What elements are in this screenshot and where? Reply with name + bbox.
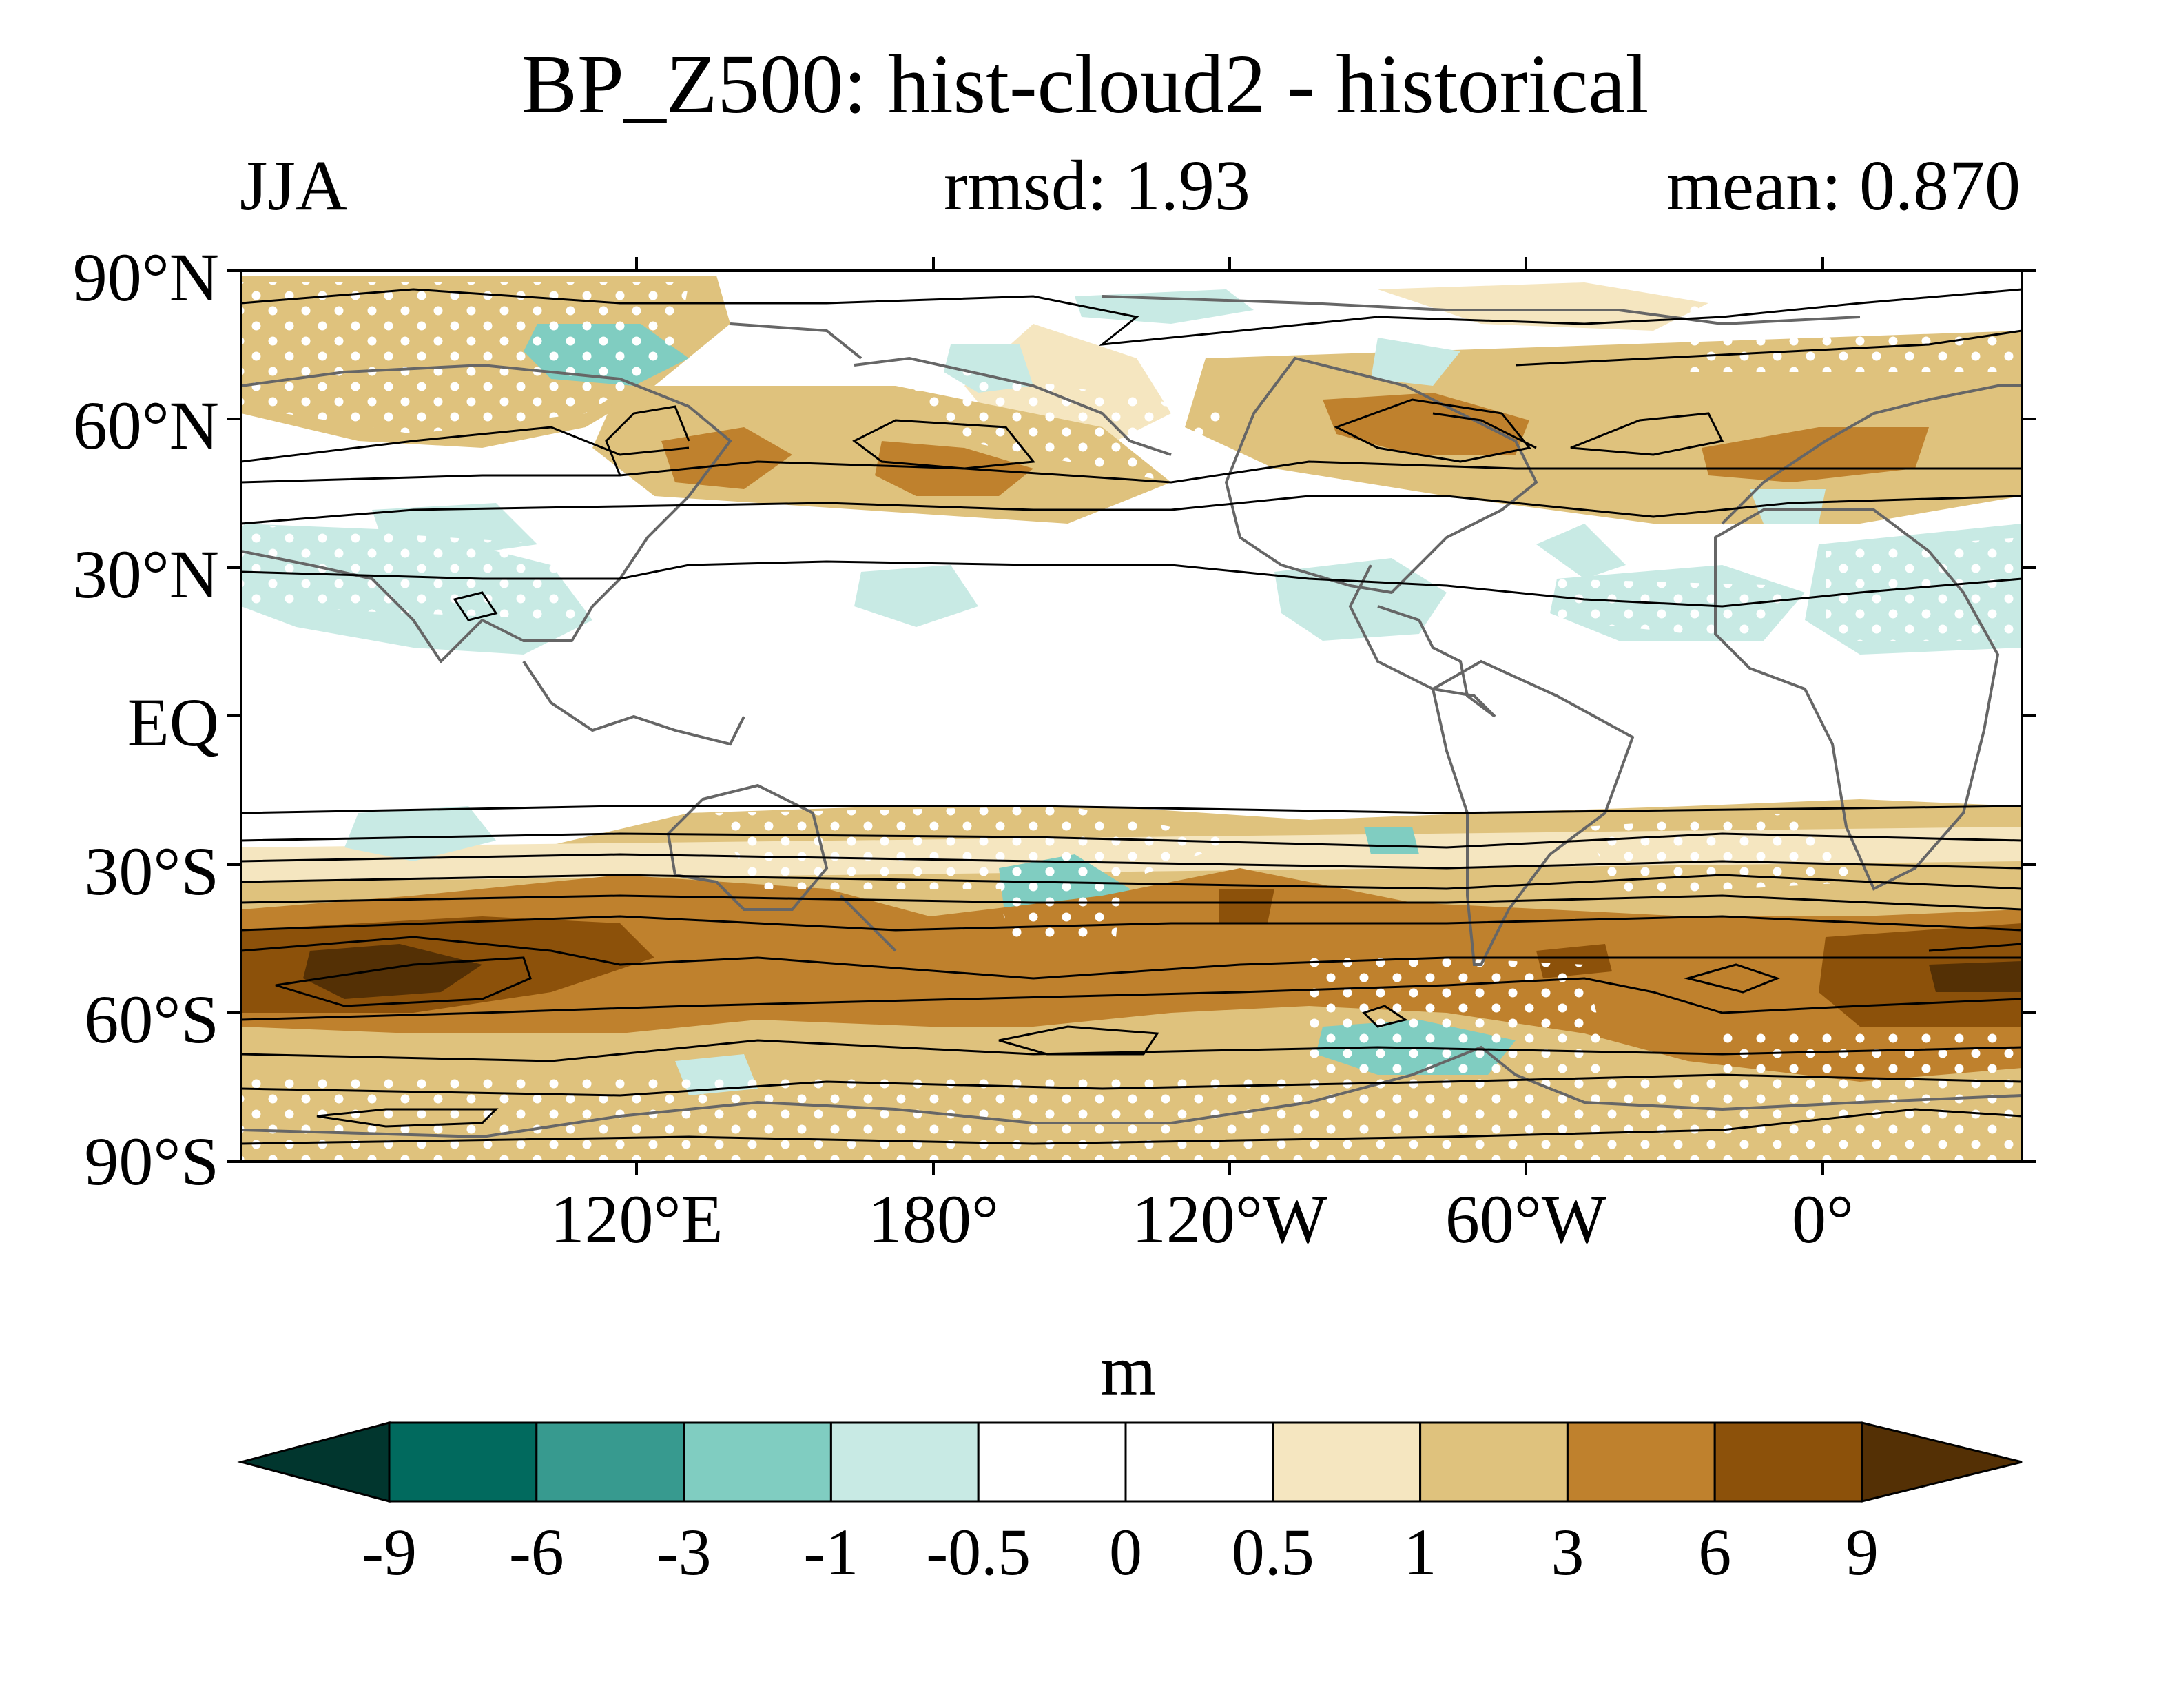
colorbar-swatch [1124,1421,1274,1503]
rmsd-label: rmsd: 1.93 [944,146,1250,225]
colorbar-extend-high [1861,1421,2023,1503]
colorbar-swatch [1566,1421,1716,1503]
lat-label: 90°N [72,239,219,316]
map-field [241,271,2022,1162]
colorbar-tick-label: -1 [803,1515,859,1589]
colorbar-tick-label: -0.5 [926,1515,1031,1589]
colorbar-swatch [388,1421,538,1503]
lat-label: 90°S [84,1123,219,1200]
colorbar-swatch [1713,1421,1863,1503]
coastlines [241,295,2022,1139]
colorbar-swatch [1419,1421,1569,1503]
colorbar-tick-label: 1 [1403,1515,1437,1589]
lon-label: 0° [1792,1181,1854,1257]
colorbar-swatch [977,1421,1127,1503]
lon-label: 60°W [1445,1181,1607,1257]
lat-label: 30°N [72,536,219,613]
contours [241,288,2022,1145]
colorbar-swatch [683,1421,832,1503]
colorbar-units-text: m [1100,1331,1157,1410]
lat-label: 60°S [84,981,219,1058]
colorbar-tick-label: 6 [1698,1515,1732,1589]
colorbar-tick-label: 0 [1109,1515,1142,1589]
lon-label: 180° [868,1181,999,1257]
colorbar-tick-label: 3 [1551,1515,1584,1589]
colorbar [237,1421,2023,1503]
colorbar-swatch [829,1421,980,1503]
colorbar-tick-label: -9 [362,1515,417,1589]
lon-label: 120°W [1131,1181,1328,1257]
lat-label: 60°N [72,387,219,464]
season-label: JJA [240,146,348,225]
lat-label: 30°S [84,833,219,909]
colorbar-extend-low [237,1421,391,1503]
mean-label: mean: 0.870 [1666,146,2021,225]
colorbar-tick-label: -6 [508,1515,564,1589]
colorbar-swatch [535,1421,685,1503]
colorbar-swatch [1272,1421,1422,1503]
colorbar-tick-label: 9 [1846,1515,1879,1589]
colorbar-tick-label: -3 [656,1515,712,1589]
plot-title: BP_Z500: hist-cloud2 - historical [521,38,1649,131]
lon-label: 120°E [550,1181,723,1257]
colorbar-tick-label: 0.5 [1231,1515,1314,1589]
map-frame [227,257,2036,1175]
lat-label: EQ [127,684,219,761]
